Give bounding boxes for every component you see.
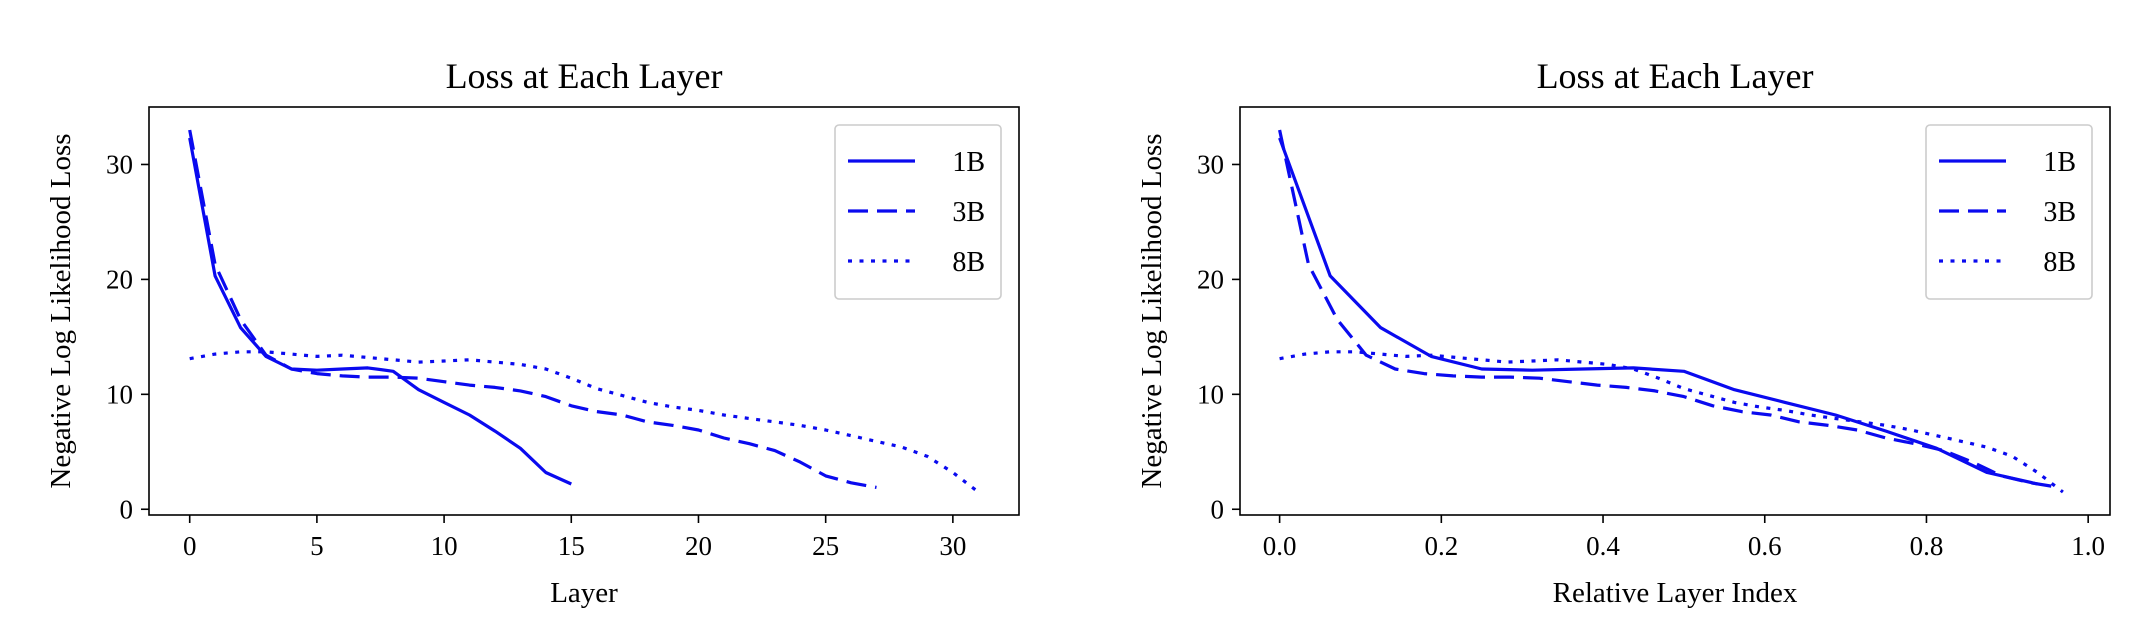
y-tick-label: 30 xyxy=(1197,149,1224,179)
x-tick-label: 10 xyxy=(431,531,458,561)
x-tick-label: 0.0 xyxy=(1263,531,1297,561)
x-tick-label: 0 xyxy=(183,531,197,561)
legend-box xyxy=(834,124,1002,300)
y-tick-label: 20 xyxy=(106,264,133,294)
y-tick-label: 10 xyxy=(1197,379,1224,409)
x-tick-label: 0.6 xyxy=(1748,531,1782,561)
x-tick-label: 0.2 xyxy=(1424,531,1458,561)
chart-relative-layer-index: Loss at Each Layer Relative Layer Index … xyxy=(1136,56,2111,609)
series-line-8b xyxy=(1279,350,2064,494)
series-line-3b xyxy=(1278,129,2060,489)
legend-label: 3B xyxy=(2043,197,2076,228)
x-tick-label: 5 xyxy=(310,531,324,561)
plot-frame xyxy=(148,106,1020,516)
chart-title: Loss at Each Layer xyxy=(1537,56,1814,96)
series-line-1b xyxy=(188,137,572,486)
y-tick-label: 20 xyxy=(1197,264,1224,294)
y-tick-label: 30 xyxy=(106,149,133,179)
chart-layer-index: Loss at Each Layer Layer Negative Log Li… xyxy=(45,56,1020,609)
legend-label: 8B xyxy=(952,247,985,278)
legend-label: 8B xyxy=(2043,247,2076,278)
x-tick-label: 0.4 xyxy=(1586,531,1620,561)
x-tick-label: 0.8 xyxy=(1910,531,1944,561)
x-axis-label: Layer xyxy=(550,577,618,609)
y-axis-label: Negative Log Likelihood Loss xyxy=(45,133,77,488)
legend-label: 1B xyxy=(952,147,985,178)
x-tick-label: 15 xyxy=(558,531,585,561)
y-tick-label: 10 xyxy=(106,379,133,409)
x-tick-label: 1.0 xyxy=(2071,531,2105,561)
legend-box xyxy=(1925,124,2093,300)
series-line-1b xyxy=(1278,137,2038,486)
series-line-8b xyxy=(189,350,980,494)
legend-label: 1B xyxy=(2043,147,2076,178)
y-tick-label: 0 xyxy=(120,494,134,524)
x-tick-label: 20 xyxy=(685,531,712,561)
x-tick-label: 30 xyxy=(939,531,966,561)
legend-label: 3B xyxy=(952,197,985,228)
y-tick-label: 0 xyxy=(1211,494,1225,524)
plot-frame xyxy=(1239,106,2111,516)
x-tick-label: 25 xyxy=(812,531,839,561)
chart-title: Loss at Each Layer xyxy=(446,56,723,96)
y-axis-label: Negative Log Likelihood Loss xyxy=(1136,133,1168,488)
series-line-3b xyxy=(188,129,877,489)
x-axis-label: Relative Layer Index xyxy=(1553,577,1798,609)
